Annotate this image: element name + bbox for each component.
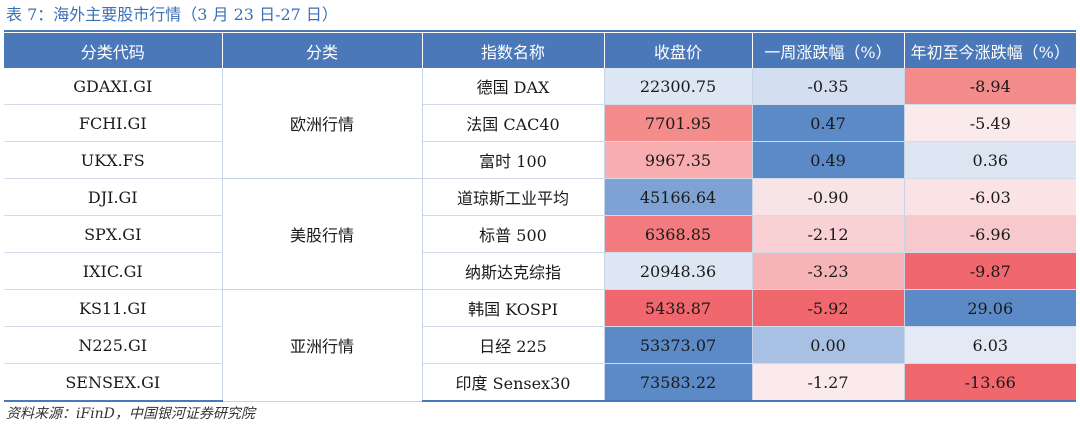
cell-code: SENSEX.GI: [4, 363, 223, 402]
cell-close: 6368.85: [604, 215, 753, 253]
header-ytd-change: 年初至今涨跌幅（%）: [904, 33, 1076, 68]
cell-ytd-change: 0.36: [904, 141, 1076, 179]
table-row: SPX.GI 标普 500 6368.85 -2.12 -6.96: [4, 215, 1076, 253]
cell-close: 73583.22: [604, 363, 753, 402]
cell-index-name: 道琼斯工业平均: [422, 178, 605, 216]
caption-rule: [4, 30, 1076, 32]
cell-index-name: 富时 100: [422, 141, 605, 179]
table-row: SENSEX.GI 印度 Sensex30 73583.22 -1.27 -13.66: [4, 363, 1076, 402]
cell-index-name: 标普 500: [422, 215, 605, 253]
table-row: KS11.GI 亚洲行情 韩国 KOSPI 5438.87 -5.92 29.06: [4, 289, 1076, 402]
cell-ytd-change: -5.49: [904, 104, 1076, 142]
cell-ytd-change: -6.96: [904, 215, 1076, 253]
header-code: 分类代码: [4, 33, 223, 68]
header-close: 收盘价: [604, 33, 753, 68]
cell-week-change: -0.90: [752, 178, 905, 216]
table-row: GDAXI.GI 欧洲行情 德国 DAX 22300.75 -0.35 -8.94: [4, 68, 1076, 179]
cell-ytd-change: -8.94: [904, 68, 1076, 105]
cell-code: DJI.GI: [4, 178, 223, 216]
cell-category: 欧洲行情: [222, 68, 423, 179]
cell-close: 20948.36: [604, 252, 753, 290]
table-row: N225.GI 日经 225 53373.07 0.00 6.03: [4, 326, 1076, 364]
cell-code: FCHI.GI: [4, 104, 223, 142]
header-row: 分类代码 分类 指数名称 收盘价 一周涨跌幅（%） 年初至今涨跌幅（%）: [4, 33, 1076, 68]
cell-week-change: 0.49: [752, 141, 905, 179]
cell-category: 美股行情: [222, 178, 423, 290]
cell-code: N225.GI: [4, 326, 223, 364]
cell-close: 5438.87: [604, 289, 753, 327]
header-category: 分类: [222, 33, 423, 68]
cell-index-name: 印度 Sensex30: [422, 363, 605, 402]
cell-close: 22300.75: [604, 68, 753, 105]
cell-index-name: 韩国 KOSPI: [422, 289, 605, 327]
table-row: FCHI.GI 法国 CAC40 7701.95 0.47 -5.49: [4, 104, 1076, 142]
cell-index-name: 法国 CAC40: [422, 104, 605, 142]
table-row: DJI.GI 美股行情 道琼斯工业平均 45166.64 -0.90 -6.03: [4, 178, 1076, 290]
cell-close: 9967.35: [604, 141, 753, 179]
header-index-name: 指数名称: [422, 33, 605, 68]
cell-ytd-change: -6.03: [904, 178, 1076, 216]
cell-code: SPX.GI: [4, 215, 223, 253]
cell-index-name: 日经 225: [422, 326, 605, 364]
cell-code: UKX.FS: [4, 141, 223, 179]
cell-week-change: 0.00: [752, 326, 905, 364]
cell-code: KS11.GI: [4, 289, 223, 327]
cell-ytd-change: 6.03: [904, 326, 1076, 364]
market-table: 分类代码 分类 指数名称 收盘价 一周涨跌幅（%） 年初至今涨跌幅（%） GDA…: [4, 33, 1076, 402]
table-row: IXIC.GI 纳斯达克综指 20948.36 -3.23 -9.87: [4, 252, 1076, 290]
cell-ytd-change: -9.87: [904, 252, 1076, 290]
cell-close: 7701.95: [604, 104, 753, 142]
cell-week-change: -1.27: [752, 363, 905, 402]
cell-week-change: 0.47: [752, 104, 905, 142]
table-caption: 表 7：海外主要股市行情（3 月 23 日-27 日）: [6, 5, 338, 24]
header-week-change: 一周涨跌幅（%）: [752, 33, 905, 68]
table-row: UKX.FS 富时 100 9967.35 0.49 0.36: [4, 141, 1076, 179]
cell-week-change: -3.23: [752, 252, 905, 290]
cell-week-change: -2.12: [752, 215, 905, 253]
cell-code: GDAXI.GI: [4, 68, 223, 105]
cell-index-name: 纳斯达克综指: [422, 252, 605, 290]
cell-week-change: -0.35: [752, 68, 905, 105]
cell-ytd-change: 29.06: [904, 289, 1076, 327]
cell-week-change: -5.92: [752, 289, 905, 327]
cell-index-name: 德国 DAX: [422, 68, 605, 105]
cell-close: 45166.64: [604, 178, 753, 216]
source-note: 资料来源：iFinD，中国银河证券研究院: [6, 406, 255, 422]
cell-code: IXIC.GI: [4, 252, 223, 290]
cell-close: 53373.07: [604, 326, 753, 364]
cell-category: 亚洲行情: [222, 289, 423, 402]
cell-ytd-change: -13.66: [904, 363, 1076, 402]
